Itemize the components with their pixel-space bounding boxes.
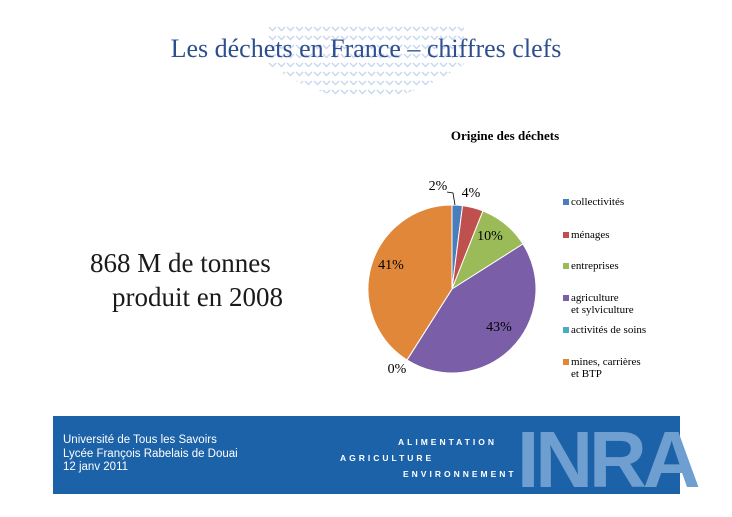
label-leader-line [446,191,456,206]
legend-label: mines, carrières et BTP [571,356,641,380]
chart-title: Origine des déchets [450,128,560,143]
legend-swatch [563,327,569,333]
tagline-environnement: ENVIRONNEMENT [403,469,517,479]
pie-slice [406,243,537,374]
pie-data-label: 43% [486,320,512,335]
pie-data-label: 10% [477,229,503,244]
main-statement: 868 M de tonnes produit en 2008 [60,246,330,314]
footer-line: Université de Tous les Savoirs [63,434,217,446]
legend-label: ménages [571,229,610,241]
footer-line: 12 janv 2011 [63,461,129,473]
title-pattern-decoration [268,24,464,99]
pie-data-label: 41% [378,258,404,273]
legend-swatch [563,232,569,238]
footer-info: Université de Tous les Savoirs Lycée Fra… [63,434,238,475]
legend-label: agriculture et sylviculture [571,292,634,316]
legend-label: activités de soins [571,324,647,336]
pie-data-label: 0% [388,362,407,377]
tagline-alimentation: ALIMENTATION [398,437,497,447]
footer-banner: Université de Tous les Savoirs Lycée Fra… [53,416,701,500]
legend-label: entreprises [571,260,619,272]
inra-logo: INRA [517,415,701,504]
pie-data-label: 4% [462,186,481,201]
tagline-agriculture: AGRICULTURE [340,453,435,463]
legend-swatch [563,199,569,205]
legend-swatch [563,263,569,269]
footer-line: Lycée François Rabelais de Douai [63,447,238,460]
legend-swatch [563,359,569,365]
pie-data-label: 2% [429,179,448,194]
main-statement-line: produit en 2008 [112,282,283,312]
slide-title: Les déchets en France – chiffres clefs [170,34,562,63]
legend-label: collectivités [571,196,625,208]
pie-slice [367,204,453,361]
legend-swatch [563,295,569,301]
main-statement-line: 868 M de tonnes [90,248,271,278]
